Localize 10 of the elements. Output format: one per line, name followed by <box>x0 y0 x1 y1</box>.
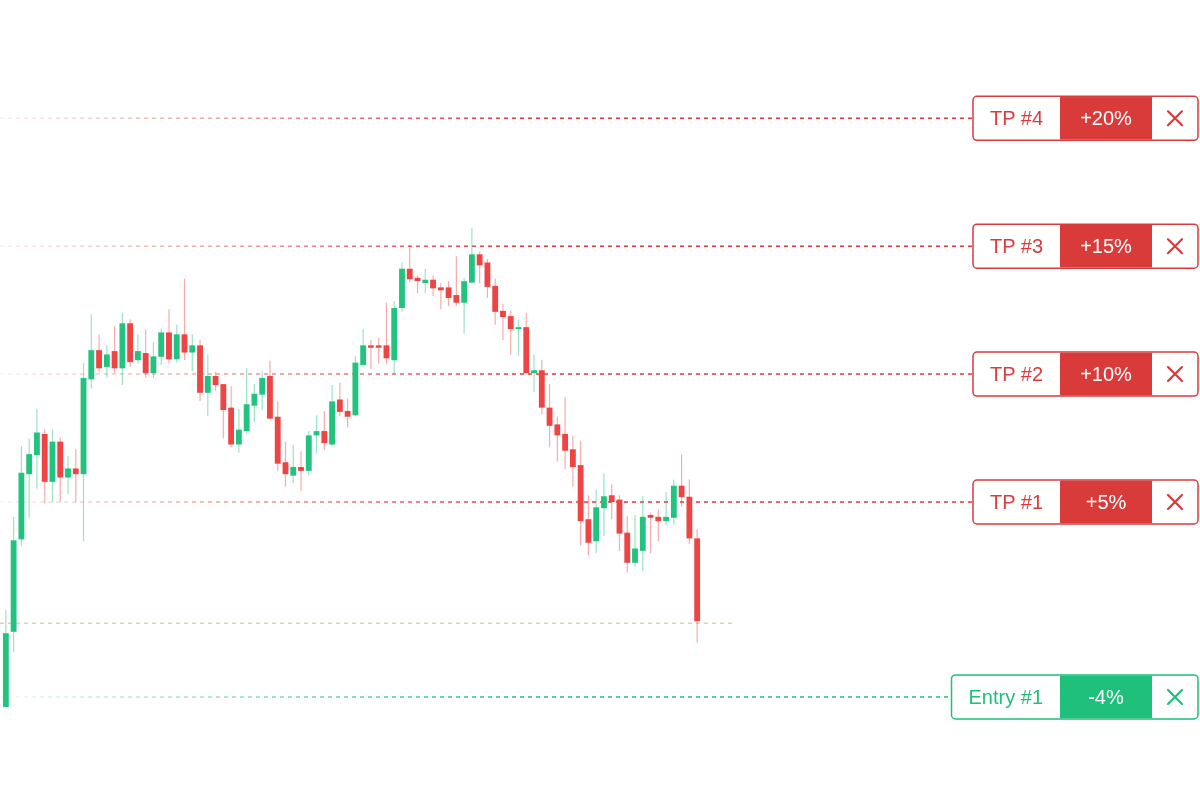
ref-line-label: TP #1 <box>990 490 1043 513</box>
text: +15% <box>1080 235 1133 258</box>
ref-line-label: TP #2 <box>990 363 1043 386</box>
ref-line-label: Entry #1 <box>968 685 1043 708</box>
text: +10% <box>1080 363 1133 386</box>
ref-line-label: TP #3 <box>990 235 1043 258</box>
ref-line-label: TP #4 <box>990 107 1043 130</box>
text: -4% <box>1088 685 1124 708</box>
text: +20% <box>1080 107 1133 130</box>
text: +5% <box>1085 490 1127 513</box>
